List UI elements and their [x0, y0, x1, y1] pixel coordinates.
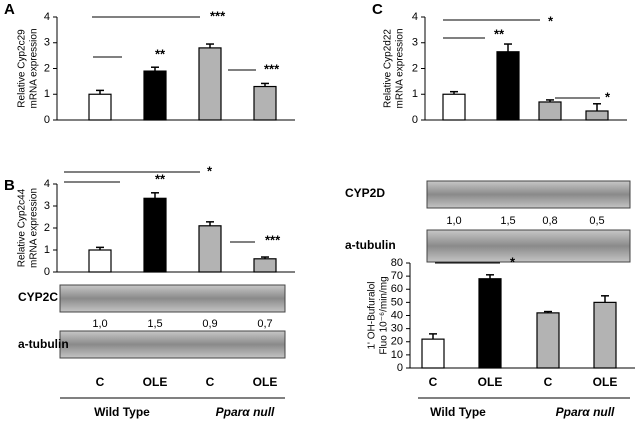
significance-label: *	[605, 89, 611, 104]
y-tick-label: 2	[44, 62, 50, 74]
bar	[88, 249, 112, 273]
y-tick-label: 3	[44, 37, 50, 49]
significance-label: ***	[265, 232, 281, 247]
x-tick-label: C	[96, 375, 105, 389]
blot-label: a-tubulin	[345, 238, 396, 252]
blot-quantification: 0,5	[589, 215, 604, 227]
blot	[59, 284, 286, 313]
y-axis-label: Fluo 10⁻⁶/min/mg	[379, 276, 390, 354]
significance-label: *	[548, 13, 554, 28]
panel-label: B	[4, 177, 15, 194]
significance-label: *	[510, 254, 516, 269]
y-tick-label: 4	[44, 11, 50, 23]
y-tick-label: 70	[391, 270, 403, 282]
y-tick-label: 0	[44, 266, 50, 278]
y-tick-label: 1	[44, 88, 50, 100]
y-tick-label: 40	[391, 309, 403, 321]
bar	[253, 85, 277, 121]
x-tick-label: C	[429, 375, 438, 389]
y-axis-label: Relative Cyp2c44	[17, 188, 28, 267]
bar	[421, 338, 445, 369]
y-tick-label: 0	[397, 362, 403, 374]
x-tick-label: OLE	[593, 375, 618, 389]
significance-label: ***	[264, 61, 280, 76]
bar	[143, 197, 167, 273]
y-tick-label: 3	[44, 200, 50, 212]
y-tick-label: 50	[391, 296, 403, 308]
blot-quantification: 1,5	[500, 215, 515, 227]
bar	[143, 70, 167, 121]
group-label: Wild Type	[430, 405, 486, 419]
y-tick-label: 4	[412, 11, 418, 23]
x-tick-label: C	[206, 375, 215, 389]
significance-label: **	[155, 171, 166, 186]
significance-label: **	[155, 46, 166, 61]
y-tick-label: 0	[44, 114, 50, 126]
y-tick-label: 3	[412, 37, 418, 49]
blot-label: a-tubulin	[18, 337, 69, 351]
blot	[59, 330, 286, 359]
y-tick-label: 10	[391, 349, 403, 361]
blot	[426, 229, 631, 263]
y-tick-label: 1	[44, 244, 50, 256]
y-axis-label: mRNA expression	[29, 28, 40, 108]
y-tick-label: 60	[391, 283, 403, 295]
bar	[585, 110, 609, 121]
blot-quantification: 1,0	[92, 318, 107, 330]
blot-label: CYP2C	[18, 290, 58, 304]
y-tick-label: 0	[412, 114, 418, 126]
panel-label: A	[4, 1, 15, 18]
y-axis-label: mRNA expression	[395, 28, 406, 108]
x-tick-label: OLE	[253, 375, 278, 389]
y-tick-label: 20	[391, 336, 403, 348]
bar	[538, 101, 562, 121]
y-tick-label: 2	[412, 62, 418, 74]
significance-label: ***	[210, 8, 226, 23]
y-tick-label: 4	[44, 178, 50, 190]
bar	[536, 312, 560, 369]
bar	[593, 301, 617, 369]
blot-quantification: 1,0	[446, 215, 461, 227]
y-axis-label: mRNA expression	[29, 188, 40, 268]
blot-label: CYP2D	[345, 186, 385, 200]
bar	[198, 225, 222, 273]
x-tick-label: OLE	[143, 375, 168, 389]
bar	[478, 278, 502, 369]
y-axis-label: 1' OH-Bufuralol	[367, 281, 378, 349]
bar	[496, 51, 520, 121]
group-label: Pparα null	[216, 405, 275, 419]
group-label: Wild Type	[94, 405, 150, 419]
x-tick-label: OLE	[478, 375, 503, 389]
blot-quantification: 1,5	[147, 318, 162, 330]
y-axis-label: Relative Cyp2d22	[383, 29, 394, 108]
blot-quantification: 0,7	[257, 318, 272, 330]
blot-quantification: 0,8	[542, 215, 557, 227]
bar	[88, 93, 112, 121]
blot	[426, 180, 631, 209]
y-axis-label: Relative Cyp2c29	[17, 29, 28, 108]
significance-label: **	[494, 26, 505, 41]
bar	[442, 93, 466, 121]
y-tick-label: 80	[391, 257, 403, 269]
group-label: Pparα null	[556, 405, 615, 419]
panel-label: C	[372, 1, 383, 18]
bar	[253, 258, 277, 273]
significance-label: *	[207, 163, 213, 178]
blot-quantification: 0,9	[202, 318, 217, 330]
y-tick-label: 2	[44, 222, 50, 234]
y-tick-label: 30	[391, 323, 403, 335]
bar	[198, 47, 222, 121]
y-tick-label: 1	[412, 88, 418, 100]
x-tick-label: C	[544, 375, 553, 389]
